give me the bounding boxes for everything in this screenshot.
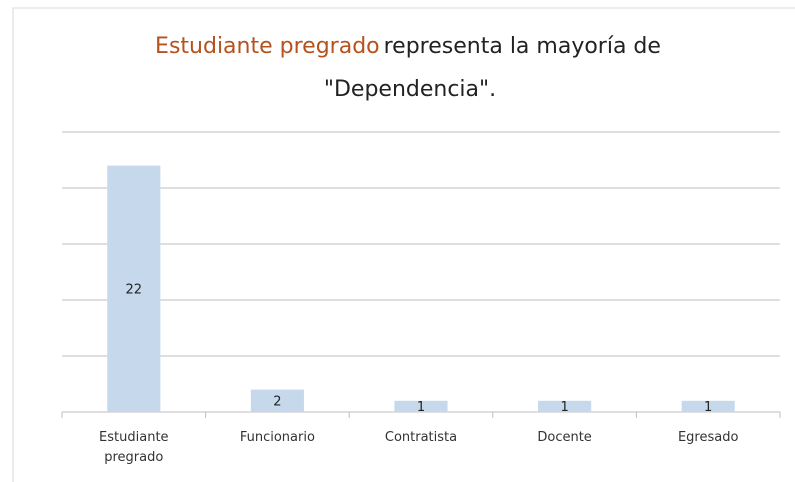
- value-label: 1: [417, 400, 425, 415]
- chart-title: Estudiante pregrado representa la mayoría…: [155, 34, 661, 59]
- frame: [12, 7, 795, 482]
- bar: [107, 165, 161, 412]
- x-tick-label: Estudiante pregrado: [99, 430, 169, 465]
- title-highlight: Estudiante pregrado: [155, 34, 380, 59]
- value-label: 1: [560, 400, 568, 415]
- x-tick-label: Egresado: [677, 430, 739, 445]
- bar: [681, 400, 735, 412]
- bar: [394, 400, 448, 412]
- x-tick-label: Docente: [537, 430, 592, 445]
- title-text: representa la mayoría de: [384, 34, 661, 59]
- value-label: 22: [126, 282, 143, 297]
- value-label: 2: [273, 394, 281, 409]
- value-label: 1: [704, 400, 712, 415]
- bar: [250, 389, 304, 412]
- title-text: "Dependencia".: [324, 77, 496, 102]
- x-tick-label: Funcionario: [239, 430, 315, 445]
- bar: [538, 400, 592, 412]
- x-tick-label: Contratista: [384, 430, 458, 445]
